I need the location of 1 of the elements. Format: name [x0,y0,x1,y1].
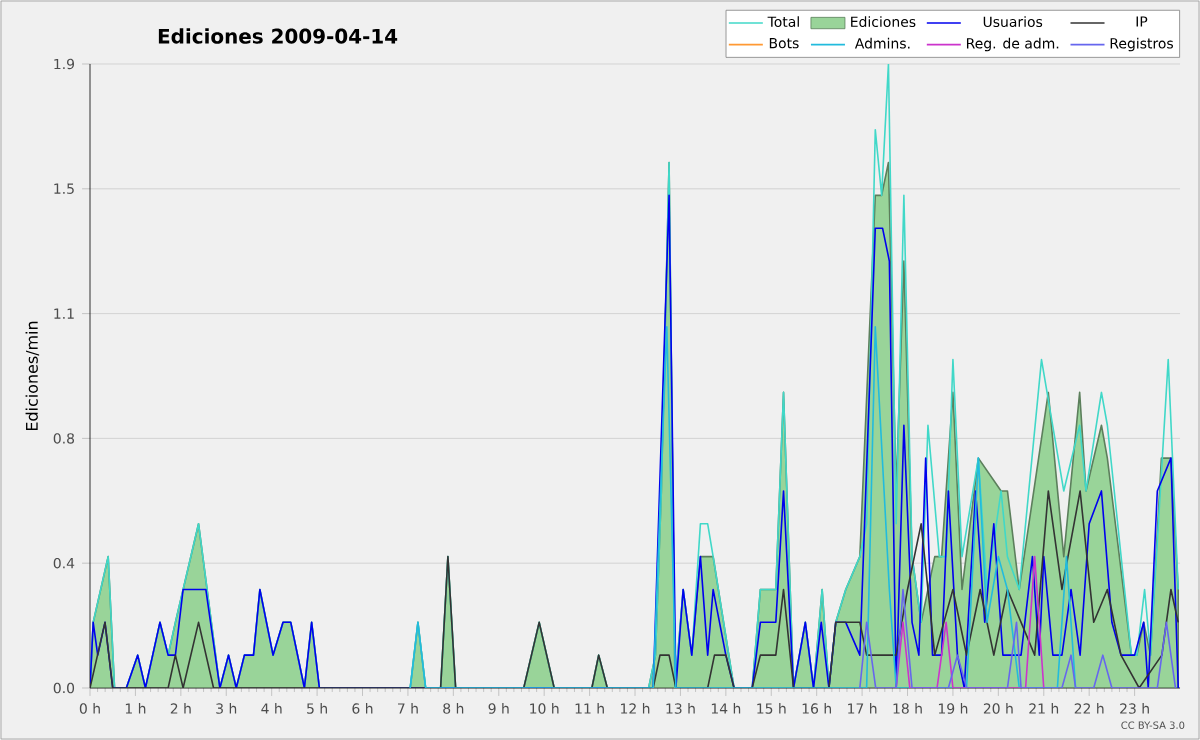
chart-title: Ediciones 2009-04-14 [158,28,398,44]
